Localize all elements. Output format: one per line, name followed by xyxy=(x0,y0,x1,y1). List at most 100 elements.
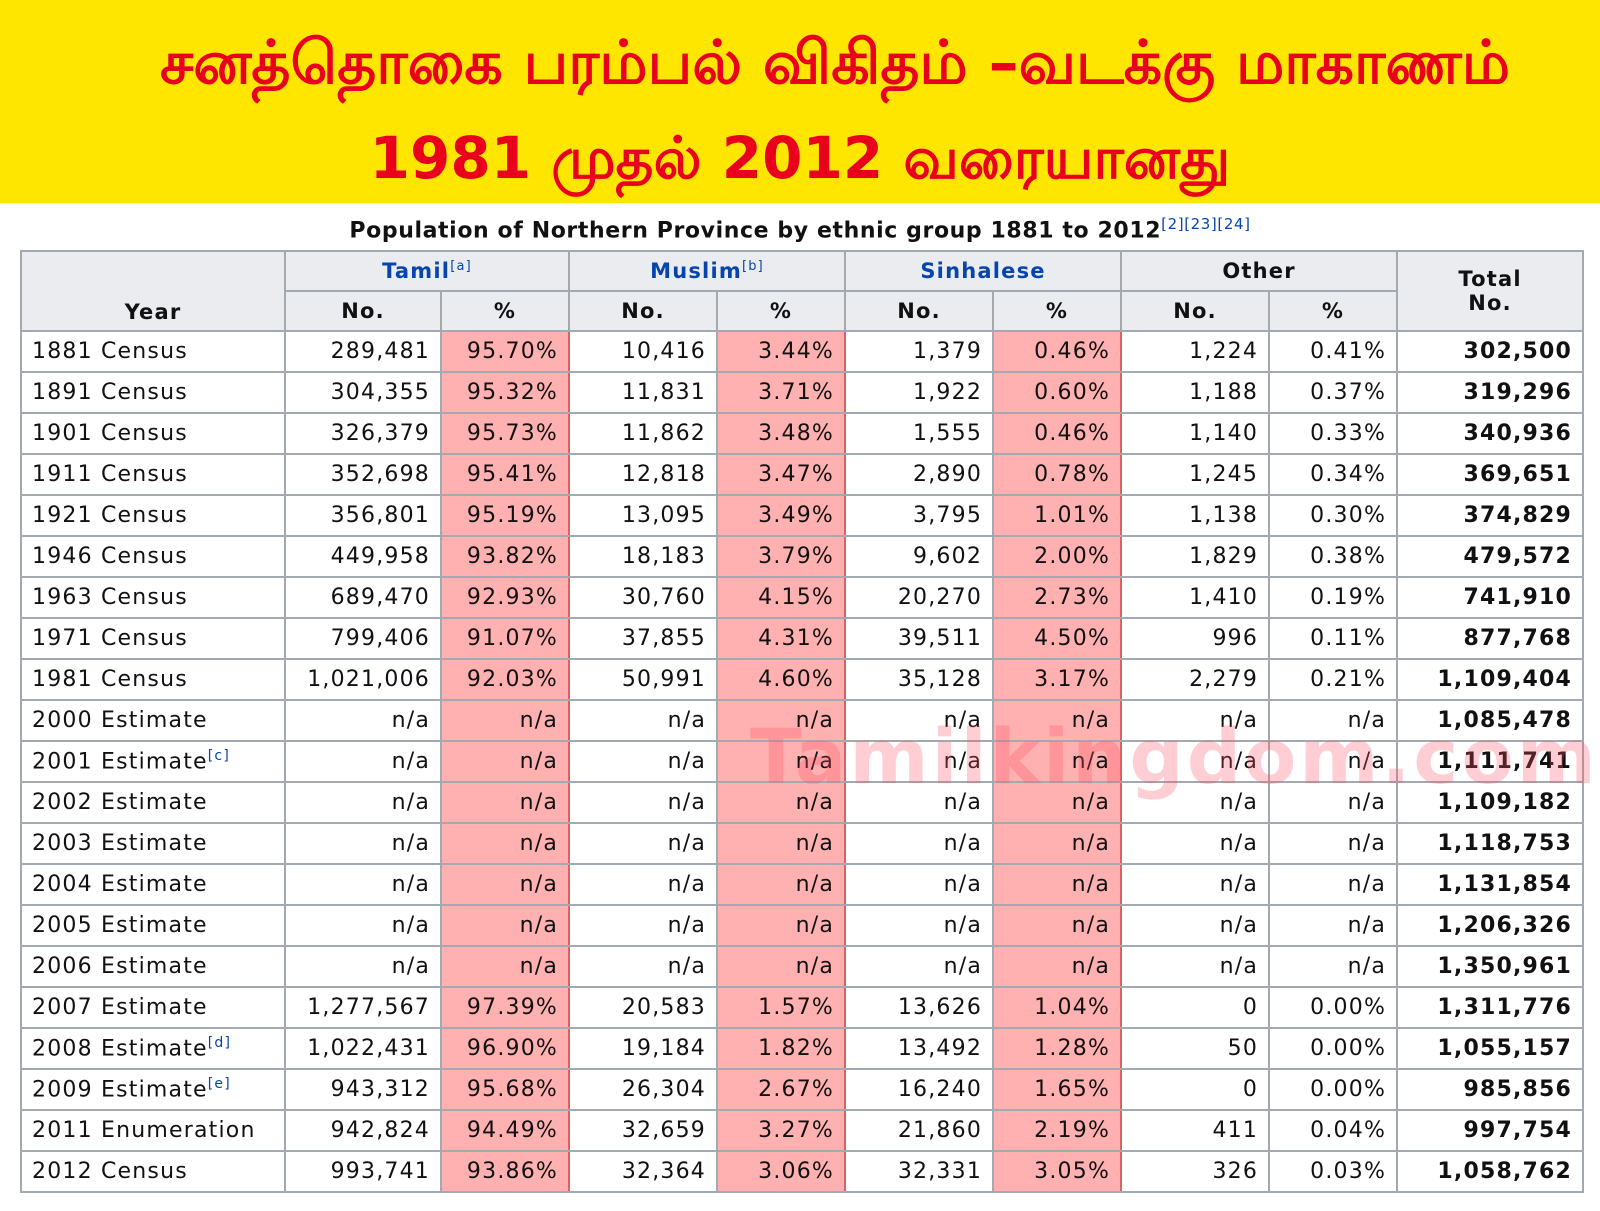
muslim-no-cell: n/a xyxy=(568,740,719,783)
tamil-link[interactable]: Tamil xyxy=(382,259,451,283)
total-cell: 1,085,478 xyxy=(1396,699,1585,742)
other-pct-cell: n/a xyxy=(1268,822,1399,865)
total-cell: 374,829 xyxy=(1396,494,1585,537)
total-cell: 319,296 xyxy=(1396,371,1585,414)
year-label: 2000 Estimate xyxy=(32,708,208,733)
sinhalese-no-cell: 16,240 xyxy=(844,1068,995,1111)
sinhalese-link[interactable]: Sinhalese xyxy=(920,259,1046,283)
year-label: 2005 Estimate xyxy=(32,913,208,938)
header-muslim-no: No. xyxy=(568,290,719,332)
tamil-no-cell: 689,470 xyxy=(284,576,442,619)
muslim-pct-cell: 3.47% xyxy=(716,453,847,496)
muslim-pct-cell: n/a xyxy=(716,699,847,742)
sinhalese-pct-cell: 2.00% xyxy=(992,535,1123,578)
tamil-no-cell: n/a xyxy=(284,945,442,988)
year-cell: 2006 Estimate xyxy=(20,945,286,988)
total-cell: 1,206,326 xyxy=(1396,904,1585,947)
other-no-cell: 1,410 xyxy=(1120,576,1271,619)
table-row: 1921 Census 356,801 95.19% 13,095 3.49% 3,795… xyxy=(20,494,1585,537)
tamil-ref[interactable]: [a] xyxy=(450,259,472,274)
other-no-cell: 1,224 xyxy=(1120,330,1271,373)
header-total-line2: No. xyxy=(1468,291,1512,315)
muslim-link[interactable]: Muslim xyxy=(650,259,742,283)
year-label: 1981 Census xyxy=(32,667,188,692)
other-no-cell: 2,279 xyxy=(1120,658,1271,701)
year-label: 2012 Census xyxy=(32,1159,188,1184)
year-cell: 2012 Census xyxy=(20,1150,286,1193)
muslim-pct-cell: 1.57% xyxy=(716,986,847,1029)
year-cell: 1981 Census xyxy=(20,658,286,701)
tamil-pct-cell: 95.68% xyxy=(439,1068,571,1111)
total-cell: 302,500 xyxy=(1396,330,1585,373)
year-reference[interactable]: [e] xyxy=(207,1076,231,1093)
other-pct-cell: n/a xyxy=(1268,740,1399,783)
sinhalese-no-cell: 13,492 xyxy=(844,1027,995,1070)
muslim-pct-cell: n/a xyxy=(716,863,847,906)
muslim-no-cell: 10,416 xyxy=(568,330,719,373)
year-label: 2003 Estimate xyxy=(32,831,208,856)
year-cell: 2007 Estimate xyxy=(20,986,286,1029)
muslim-no-cell: 50,991 xyxy=(568,658,719,701)
sinhalese-pct-cell: n/a xyxy=(992,945,1123,988)
other-no-cell: n/a xyxy=(1120,945,1271,988)
tamil-no-cell: 304,355 xyxy=(284,371,442,414)
muslim-pct-cell: n/a xyxy=(716,945,847,988)
sinhalese-pct-cell: 1.65% xyxy=(992,1068,1123,1111)
year-label: 1891 Census xyxy=(32,380,188,405)
table-row: 1881 Census 289,481 95.70% 10,416 3.44% 1,379… xyxy=(20,330,1585,373)
other-pct-cell: 0.00% xyxy=(1268,1068,1399,1111)
year-label: 2006 Estimate xyxy=(32,954,208,979)
sinhalese-no-cell: n/a xyxy=(844,945,995,988)
total-cell: 741,910 xyxy=(1396,576,1585,619)
other-no-cell: n/a xyxy=(1120,699,1271,742)
tamil-no-cell: 289,481 xyxy=(284,330,442,373)
total-cell: 1,118,753 xyxy=(1396,822,1585,865)
header-year: Year xyxy=(20,250,286,332)
other-pct-cell: 0.19% xyxy=(1268,576,1399,619)
total-cell: 1,350,961 xyxy=(1396,945,1585,988)
sinhalese-pct-cell: 0.60% xyxy=(992,371,1123,414)
table-row: 2003 Estimate n/a n/a n/a n/a n/a n/a n/a n/a 1,1… xyxy=(20,822,1585,865)
muslim-pct-cell: n/a xyxy=(716,822,847,865)
other-pct-cell: 0.21% xyxy=(1268,658,1399,701)
muslim-no-cell: n/a xyxy=(568,822,719,865)
tamil-no-cell: 326,379 xyxy=(284,412,442,455)
muslim-no-cell: 11,862 xyxy=(568,412,719,455)
sinhalese-no-cell: n/a xyxy=(844,781,995,824)
total-cell: 479,572 xyxy=(1396,535,1585,578)
other-no-cell: 326 xyxy=(1120,1150,1271,1193)
year-reference[interactable]: [c] xyxy=(207,748,230,765)
header-sinhalese: Sinhalese xyxy=(844,250,1123,292)
year-cell: 2001 Estimate[c] xyxy=(20,740,286,783)
muslim-pct-cell: 3.49% xyxy=(716,494,847,537)
total-cell: 1,111,741 xyxy=(1396,740,1585,783)
tamil-pct-cell: n/a xyxy=(439,781,571,824)
sinhalese-no-cell: 9,602 xyxy=(844,535,995,578)
other-no-cell: n/a xyxy=(1120,904,1271,947)
total-cell: 340,936 xyxy=(1396,412,1585,455)
other-no-cell: 0 xyxy=(1120,1068,1271,1111)
sinhalese-no-cell: n/a xyxy=(844,740,995,783)
sinhalese-pct-cell: 0.78% xyxy=(992,453,1123,496)
year-label: 1963 Census xyxy=(32,585,188,610)
year-reference[interactable]: [d] xyxy=(207,1035,232,1052)
muslim-pct-cell: 4.60% xyxy=(716,658,847,701)
muslim-no-cell: 18,183 xyxy=(568,535,719,578)
year-label: 2001 Estimate xyxy=(32,749,208,775)
sinhalese-no-cell: n/a xyxy=(844,822,995,865)
tamil-pct-cell: 95.32% xyxy=(439,371,571,414)
year-label: 1946 Census xyxy=(32,544,188,569)
sinhalese-pct-cell: 1.04% xyxy=(992,986,1123,1029)
year-label: 1971 Census xyxy=(32,626,188,651)
sinhalese-pct-cell: 2.73% xyxy=(992,576,1123,619)
year-label: 1881 Census xyxy=(32,339,188,364)
tamil-pct-cell: n/a xyxy=(439,904,571,947)
caption-references[interactable]: [2][23][24] xyxy=(1161,215,1251,233)
other-pct-cell: 0.11% xyxy=(1268,617,1399,660)
year-cell: 2000 Estimate xyxy=(20,699,286,742)
muslim-no-cell: 32,659 xyxy=(568,1109,719,1152)
header-muslim-pct: % xyxy=(716,290,847,332)
muslim-no-cell: n/a xyxy=(568,945,719,988)
muslim-ref[interactable]: [b] xyxy=(741,259,764,274)
table-caption-text: Population of Northern Province by ethni… xyxy=(349,218,1162,244)
